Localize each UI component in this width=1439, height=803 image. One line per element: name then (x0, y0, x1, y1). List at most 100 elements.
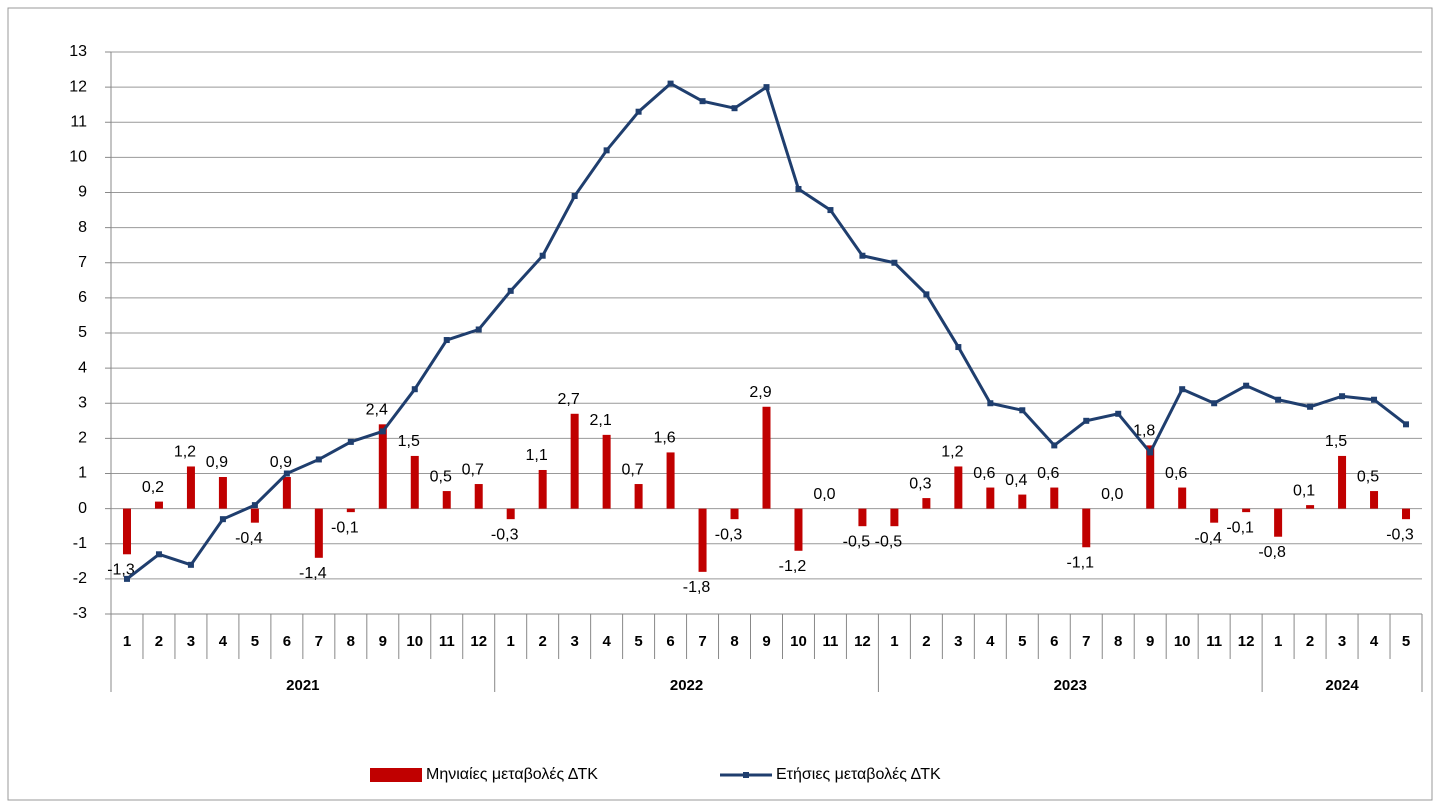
group-label: 2021 (286, 677, 319, 694)
x-tick-label: 4 (602, 633, 611, 650)
marker (987, 400, 994, 407)
bar (602, 434, 611, 509)
marker (219, 516, 226, 523)
y-tick-label: 2 (78, 430, 87, 447)
data-label: -0,3 (715, 526, 743, 543)
y-tick-label: 5 (78, 324, 87, 341)
bar (954, 466, 963, 509)
bar (698, 508, 707, 572)
data-label: 2,4 (366, 402, 388, 419)
x-tick-label: 11 (439, 633, 455, 650)
marker (1211, 400, 1218, 407)
data-label: 0,3 (909, 475, 931, 492)
marker (443, 337, 450, 344)
data-label: 0,9 (206, 454, 228, 471)
data-label: -1,3 (107, 562, 135, 579)
bar (154, 501, 163, 509)
marker (283, 470, 290, 477)
data-label: -1,2 (779, 558, 807, 575)
x-tick-label: 7 (1082, 633, 1090, 650)
x-tick-label: 2 (1306, 633, 1314, 650)
y-tick-label: -1 (73, 535, 87, 552)
y-tick-label: -2 (73, 570, 87, 587)
marker (347, 438, 354, 445)
marker (1083, 417, 1090, 424)
marker (123, 575, 130, 582)
data-label: 1,1 (526, 447, 548, 464)
x-tick-label: 9 (1146, 633, 1154, 650)
x-tick-label: 11 (1206, 633, 1222, 650)
marker (475, 326, 482, 333)
bar (314, 508, 323, 558)
bar (1306, 505, 1315, 509)
bar (346, 508, 355, 513)
marker (763, 84, 770, 91)
marker (1115, 410, 1122, 417)
y-tick-label: 11 (70, 113, 87, 130)
data-label: 2,9 (749, 384, 771, 401)
data-label: 0,2 (142, 479, 164, 496)
marker (1051, 442, 1058, 449)
y-tick-label: 4 (78, 359, 87, 376)
marker (1019, 407, 1026, 414)
legend-label: Ετήσιες μεταβολές ΔΤΚ (776, 766, 941, 783)
marker (1147, 449, 1154, 456)
group-label: 2023 (1054, 677, 1087, 694)
bar (890, 508, 899, 527)
bar (122, 508, 131, 555)
marker (1339, 393, 1346, 400)
data-label: -0,5 (875, 533, 903, 550)
x-tick-label: 8 (730, 633, 738, 650)
data-label: 0,6 (1165, 465, 1187, 482)
data-label: 1,5 (398, 433, 420, 450)
data-label: 0,5 (430, 468, 452, 485)
x-tick-label: 7 (698, 633, 706, 650)
data-label: 2,7 (558, 391, 580, 408)
y-tick-label: 10 (69, 149, 87, 166)
marker (635, 108, 642, 115)
bar (1178, 487, 1187, 509)
marker (507, 287, 514, 294)
x-tick-label: 5 (251, 633, 259, 650)
legend-swatch (370, 768, 422, 782)
x-tick-label: 9 (762, 633, 770, 650)
legend-marker (743, 772, 749, 778)
y-tick-label: 6 (78, 289, 87, 306)
x-tick-label: 4 (986, 633, 995, 650)
bar (666, 452, 675, 509)
y-tick-label: -3 (73, 605, 87, 622)
data-label: -1,8 (683, 579, 711, 596)
bar (922, 498, 931, 509)
bar (794, 508, 803, 551)
x-tick-label: 1 (1274, 633, 1282, 650)
x-tick-label: 3 (1338, 633, 1346, 650)
data-label: -0,5 (843, 533, 871, 550)
data-label: 0,1 (1293, 482, 1315, 499)
marker (923, 291, 930, 298)
marker (603, 147, 610, 154)
y-tick-label: 8 (78, 219, 87, 236)
marker (795, 185, 802, 192)
data-label: 2,1 (589, 412, 611, 429)
data-label: -0,4 (1194, 530, 1222, 547)
y-tick-label: 13 (69, 43, 87, 60)
x-tick-label: 12 (854, 633, 871, 650)
bar (474, 484, 483, 509)
data-label: 0,6 (1037, 465, 1059, 482)
marker (731, 105, 738, 112)
x-tick-label: 5 (1018, 633, 1026, 650)
marker (187, 561, 194, 568)
bar (410, 455, 419, 509)
x-tick-label: 11 (823, 633, 839, 650)
bar (1242, 508, 1251, 513)
bar (1018, 494, 1027, 509)
y-tick-label: 1 (78, 465, 87, 482)
data-label: -0,1 (1226, 519, 1254, 536)
x-tick-label: 5 (1402, 633, 1410, 650)
data-label: 0,0 (813, 486, 835, 503)
data-label: 1,6 (653, 430, 675, 447)
marker (539, 252, 546, 259)
marker (379, 428, 386, 435)
data-label: 1,8 (1133, 423, 1155, 440)
